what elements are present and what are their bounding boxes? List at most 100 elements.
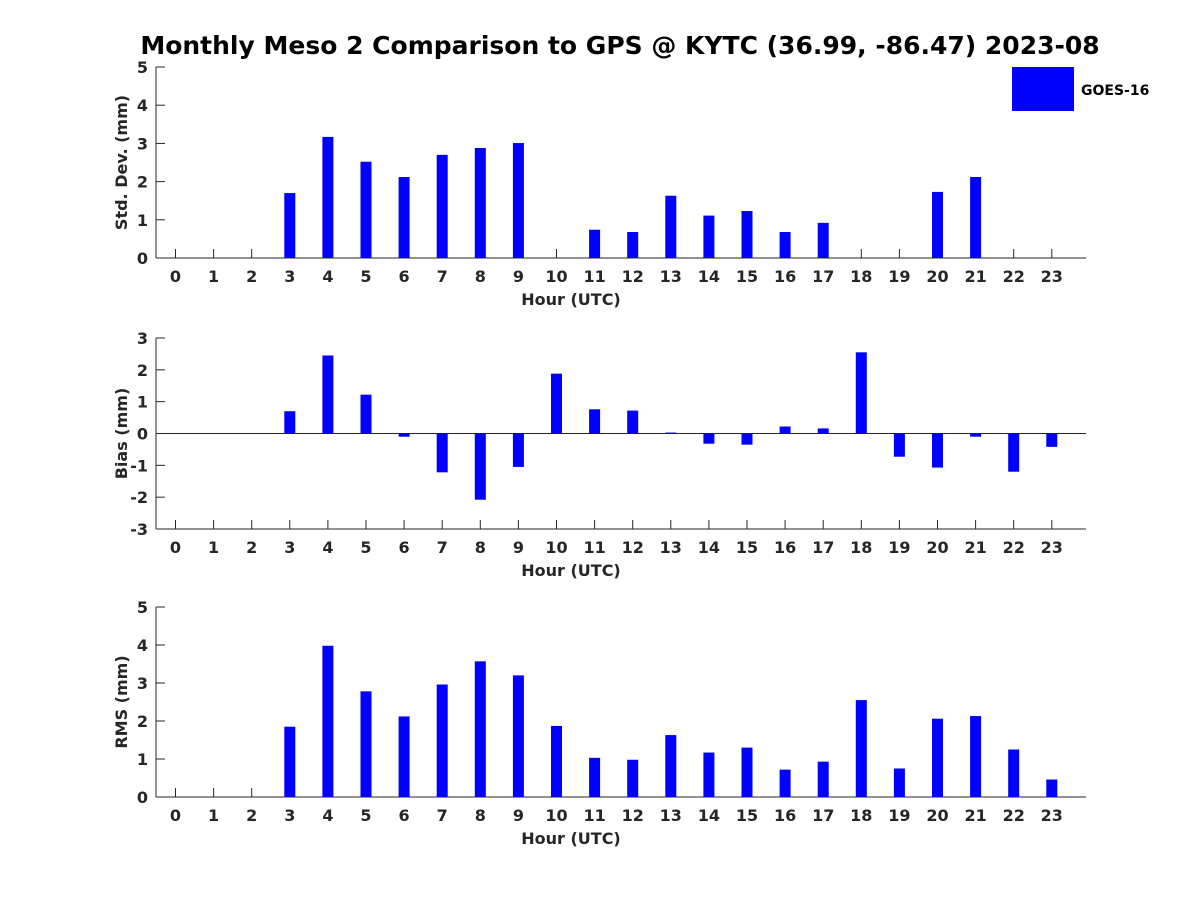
std-dev-y-tick-label: 3 xyxy=(137,134,148,153)
rms-y-tick-label: 2 xyxy=(137,712,148,731)
std-dev-bar-hour-9 xyxy=(512,143,524,258)
bias-y-tick-label: 1 xyxy=(137,393,148,412)
rms-bar-hour-23 xyxy=(1046,779,1058,797)
std-dev-x-tick-label: 3 xyxy=(284,267,295,286)
std-dev-x-tick-label: 9 xyxy=(513,267,524,286)
rms-bar-hour-11 xyxy=(589,757,601,797)
std-dev-x-tick-label: 7 xyxy=(437,267,448,286)
std-dev-x-tick-label: 14 xyxy=(698,267,720,286)
std-dev-bar-hour-8 xyxy=(474,147,486,258)
bias-x-tick-label: 2 xyxy=(246,538,257,557)
rms-x-tick-label: 2 xyxy=(246,806,257,825)
bias-bar-hour-17 xyxy=(817,428,829,434)
std-dev-bar-hour-16 xyxy=(779,232,791,258)
rms-x-axis-label: Hour (UTC) xyxy=(521,829,621,848)
bias-x-tick-label: 6 xyxy=(399,538,410,557)
std-dev-x-tick-label: 18 xyxy=(850,267,872,286)
rms-x-tick-label: 12 xyxy=(622,806,644,825)
bias-bar-hour-23 xyxy=(1046,433,1058,447)
std-dev-x-tick-label: 20 xyxy=(926,267,948,286)
bias-bar-hour-21 xyxy=(970,433,982,437)
rms-x-tick-label: 10 xyxy=(545,806,567,825)
bias-bar-hour-3 xyxy=(284,411,296,434)
rms-bar-hour-17 xyxy=(817,761,829,797)
bias-bar-hour-7 xyxy=(436,433,448,473)
rms-x-tick-label: 23 xyxy=(1041,806,1063,825)
bias-x-tick-label: 9 xyxy=(513,538,524,557)
chart-title: Monthly Meso 2 Comparison to GPS @ KYTC … xyxy=(140,31,1099,60)
std-dev-x-tick-label: 19 xyxy=(888,267,910,286)
bias-x-tick-label: 12 xyxy=(622,538,644,557)
bias-y-tick-label: 3 xyxy=(137,329,148,348)
std-dev-x-tick-label: 21 xyxy=(964,267,986,286)
std-dev-y-tick-label: 0 xyxy=(137,249,148,268)
std-dev-bar-hour-13 xyxy=(665,195,677,258)
std-dev-bar-hour-21 xyxy=(970,177,982,258)
rms-bar-hour-6 xyxy=(398,716,410,797)
bias-x-tick-label: 23 xyxy=(1041,538,1063,557)
legend: GOES-16 xyxy=(1012,67,1149,111)
bias-bar-hour-20 xyxy=(932,433,943,468)
bias-bar-hour-13 xyxy=(665,432,677,434)
std-dev-y-tick-label: 2 xyxy=(137,173,148,192)
bias-bar-hour-6 xyxy=(398,433,410,437)
bias-x-tick-label: 21 xyxy=(964,538,986,557)
rms-x-tick-label: 14 xyxy=(698,806,720,825)
std-dev-y-axis-label: Std. Dev. (mm) xyxy=(112,95,131,230)
rms-x-tick-label: 3 xyxy=(284,806,295,825)
bias-bar-hour-14 xyxy=(703,433,715,444)
bias-bar-hour-18 xyxy=(855,352,867,434)
rms-x-tick-label: 15 xyxy=(736,806,758,825)
std-dev-bar-hour-17 xyxy=(817,222,829,258)
rms-x-tick-label: 16 xyxy=(774,806,796,825)
rms-x-tick-label: 22 xyxy=(1003,806,1025,825)
rms-x-tick-label: 0 xyxy=(170,806,181,825)
std-dev-x-tick-label: 12 xyxy=(622,267,644,286)
rms-bar-hour-19 xyxy=(893,768,905,797)
std-dev-x-tick-label: 15 xyxy=(736,267,758,286)
bias-x-tick-label: 3 xyxy=(284,538,295,557)
rms-x-tick-label: 13 xyxy=(660,806,682,825)
rms-x-tick-label: 11 xyxy=(583,806,605,825)
rms-bar-hour-16 xyxy=(779,769,791,797)
bias-bar-hour-12 xyxy=(627,410,639,434)
bias-x-tick-label: 5 xyxy=(360,538,371,557)
std-dev-bar-hour-20 xyxy=(932,191,943,258)
std-dev-x-tick-label: 16 xyxy=(774,267,796,286)
bias-x-tick-label: 8 xyxy=(475,538,486,557)
std-dev-bar-hour-12 xyxy=(627,232,639,258)
rms-x-tick-label: 5 xyxy=(360,806,371,825)
bias-x-tick-label: 0 xyxy=(170,538,181,557)
std-dev-y-tick-label: 1 xyxy=(137,211,148,230)
bias-y-tick-label: -3 xyxy=(130,520,148,539)
rms-bar-hour-7 xyxy=(436,684,448,797)
rms-x-tick-label: 9 xyxy=(513,806,524,825)
std-dev-bar-hour-3 xyxy=(284,193,296,258)
rms-x-tick-label: 6 xyxy=(399,806,410,825)
rms-x-tick-label: 20 xyxy=(926,806,948,825)
rms-x-tick-label: 21 xyxy=(964,806,986,825)
std-dev-x-tick-label: 2 xyxy=(246,267,257,286)
bias-bar-hour-5 xyxy=(360,394,372,434)
rms-y-tick-label: 4 xyxy=(137,636,148,655)
bias-x-tick-label: 18 xyxy=(850,538,872,557)
rms-x-tick-label: 19 xyxy=(888,806,910,825)
bias-x-tick-label: 17 xyxy=(812,538,834,557)
bias-x-tick-label: 14 xyxy=(698,538,720,557)
legend-swatch-goes-16 xyxy=(1012,67,1074,111)
bias-bar-hour-8 xyxy=(474,433,486,500)
rms-bar-hour-22 xyxy=(1008,749,1020,797)
bias-x-tick-label: 13 xyxy=(660,538,682,557)
rms-x-tick-label: 8 xyxy=(475,806,486,825)
bias-x-tick-label: 15 xyxy=(736,538,758,557)
bias-bar-hour-10 xyxy=(551,373,562,434)
std-dev-x-tick-label: 1 xyxy=(208,267,219,286)
bias-y-tick-label: -1 xyxy=(130,456,148,475)
rms-bar-hour-18 xyxy=(855,700,867,797)
std-dev-bar-hour-5 xyxy=(360,161,372,258)
rms-bar-hour-14 xyxy=(703,752,715,797)
